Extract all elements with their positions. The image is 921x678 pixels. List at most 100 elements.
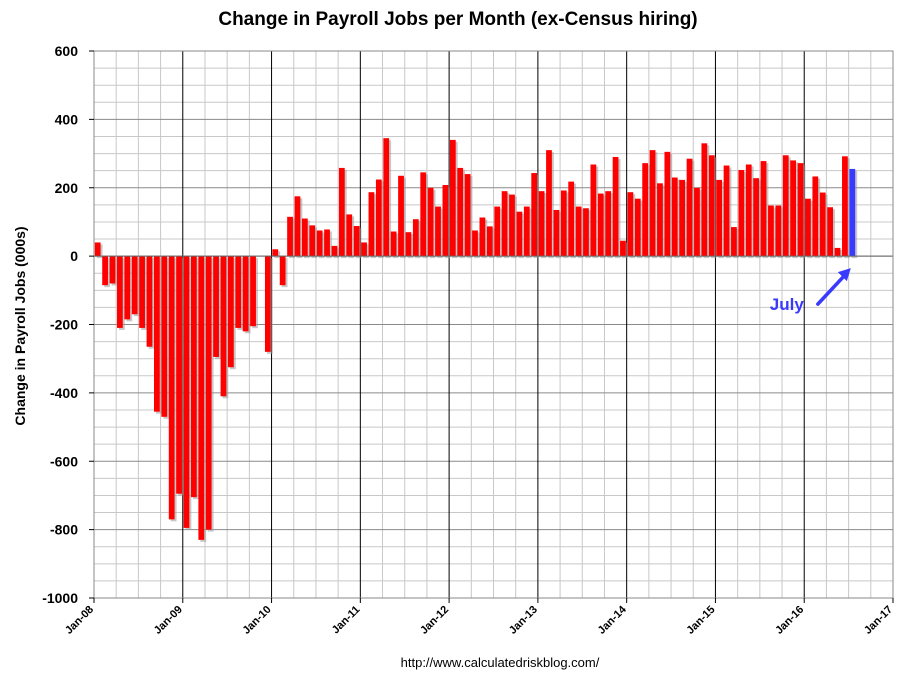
annotation-label: July	[770, 295, 805, 314]
bar	[109, 256, 116, 284]
bar	[827, 207, 834, 257]
bar	[331, 245, 338, 257]
bar	[568, 181, 575, 257]
bar	[427, 187, 434, 257]
bar	[383, 138, 390, 257]
y-tick-label: 400	[55, 111, 79, 127]
y-tick-label: 0	[70, 248, 78, 264]
bar	[309, 225, 316, 257]
bar	[205, 256, 212, 530]
bar	[553, 209, 560, 257]
bar	[117, 256, 123, 328]
bar	[701, 143, 708, 257]
bar	[183, 256, 190, 528]
bar	[316, 230, 323, 257]
bar	[686, 158, 693, 257]
bar	[716, 179, 723, 257]
bar	[405, 232, 412, 257]
y-tick-label: 600	[55, 43, 79, 59]
bar	[176, 256, 182, 494]
bar	[486, 226, 493, 257]
bar	[834, 247, 841, 257]
bar	[657, 183, 663, 257]
bar	[361, 242, 367, 257]
bar	[753, 178, 760, 257]
bar	[94, 242, 101, 257]
chart-title: Change in Payroll Jobs per Month (ex-Cen…	[218, 9, 697, 30]
bar	[435, 206, 441, 257]
y-tick-label: -200	[50, 317, 78, 333]
bar	[583, 208, 589, 257]
bar	[287, 216, 293, 257]
july-annotation: July	[770, 268, 851, 314]
bar	[146, 256, 153, 347]
bar	[272, 249, 279, 257]
bar	[131, 256, 138, 315]
bar	[516, 211, 523, 257]
bar	[464, 174, 471, 257]
bar	[775, 205, 782, 257]
bar	[353, 226, 360, 257]
bar	[768, 205, 774, 257]
bar	[346, 214, 353, 257]
bar	[124, 256, 131, 320]
bar	[708, 155, 715, 257]
bar	[368, 192, 375, 257]
annotation-arrow-shaft	[816, 272, 848, 306]
y-tick-label: -1000	[42, 590, 78, 606]
bar	[279, 256, 286, 286]
bar	[694, 187, 700, 257]
bar	[242, 256, 249, 332]
y-tick-label: -400	[50, 385, 78, 401]
bar	[161, 256, 168, 417]
y-tick-labels: -1000 -800 -600 -400 -200 0 200 400 600	[42, 43, 94, 606]
bar	[760, 161, 767, 257]
bar	[664, 151, 671, 257]
y-tick-label: 200	[55, 180, 79, 196]
bar	[494, 206, 501, 257]
bar	[620, 240, 626, 257]
bar	[560, 190, 567, 257]
bar	[264, 256, 271, 352]
bar	[220, 256, 227, 397]
bar	[102, 256, 108, 286]
bar	[442, 185, 449, 257]
bar	[398, 175, 404, 257]
annotation-arrow-head	[837, 268, 851, 282]
bar	[338, 167, 345, 257]
bar	[139, 256, 145, 328]
bar	[738, 169, 745, 257]
bar	[612, 156, 619, 257]
bar	[842, 156, 848, 257]
bar	[235, 256, 242, 328]
bar	[420, 172, 427, 257]
bar	[805, 198, 811, 257]
bar	[723, 165, 730, 257]
bars	[94, 138, 858, 542]
bar	[213, 256, 219, 357]
bar	[679, 179, 686, 257]
bar	[449, 139, 456, 257]
bar-highlight	[849, 168, 856, 257]
bar	[671, 177, 678, 257]
y-tick-label: -800	[50, 522, 78, 538]
bar	[198, 256, 205, 540]
bar	[731, 227, 737, 257]
bar	[797, 163, 804, 257]
bar	[531, 173, 538, 257]
bar	[627, 192, 634, 257]
bar	[745, 164, 752, 257]
bar	[457, 167, 464, 257]
bar	[390, 231, 397, 257]
bar	[227, 256, 234, 368]
bar	[324, 229, 330, 257]
bar	[605, 191, 612, 257]
source-url: http://www.calculatedriskblog.com/	[401, 655, 600, 670]
bar	[472, 230, 478, 257]
bar	[375, 179, 382, 257]
bar	[782, 155, 789, 257]
bar	[168, 256, 175, 520]
bar	[575, 206, 582, 257]
bar	[294, 196, 301, 257]
